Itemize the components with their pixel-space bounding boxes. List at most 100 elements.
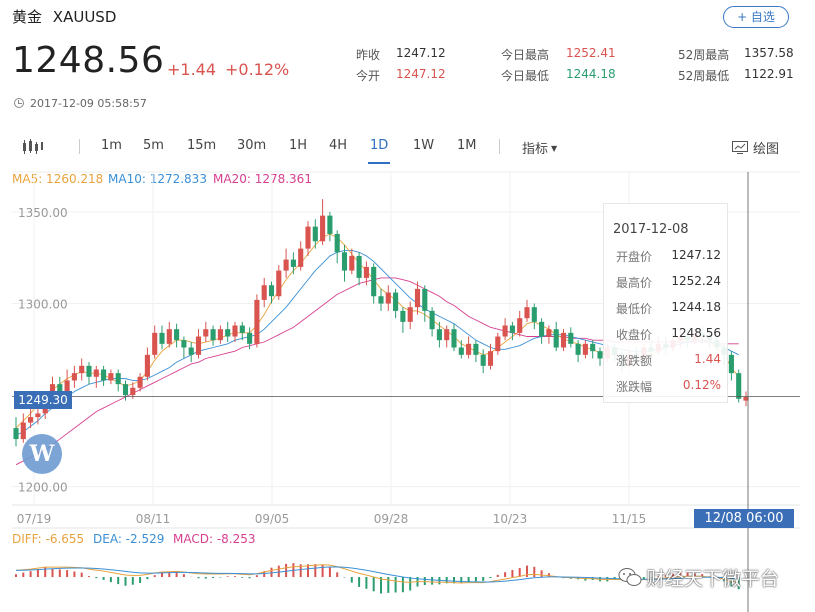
- y-tick-label: 1350.00: [18, 206, 68, 220]
- candle-body: [247, 332, 253, 344]
- candle-body: [195, 336, 202, 355]
- ma5-legend: MA5: 1260.218: [12, 172, 104, 186]
- candle: [86, 362, 92, 385]
- candlestick-icon[interactable]: [22, 139, 44, 159]
- stat-day-high: 今日最高 1252.41: [501, 46, 616, 62]
- candle: [305, 221, 311, 256]
- candle: [363, 261, 369, 286]
- candle-body: [115, 373, 121, 385]
- add-watchlist-button[interactable]: + 自选: [723, 6, 789, 28]
- caret-down-icon: ▼: [551, 144, 558, 153]
- candle: [341, 244, 348, 282]
- candle-body: [108, 373, 114, 381]
- candle: [276, 265, 282, 300]
- candle: [298, 241, 304, 271]
- candle: [290, 252, 296, 275]
- candle-body: [436, 329, 442, 341]
- candle-body: [210, 329, 216, 341]
- draw-label: 绘图: [753, 142, 780, 157]
- candle: [473, 340, 479, 363]
- ma10-legend: MA10: 1272.833: [108, 172, 207, 186]
- candle: [181, 336, 187, 359]
- candle: [312, 219, 318, 249]
- candle-body: [268, 285, 275, 297]
- candle-body: [728, 354, 734, 374]
- candle-body: [57, 384, 63, 396]
- candle: [422, 285, 428, 322]
- macd-panel: [15, 563, 740, 594]
- period-30m[interactable]: 30m: [237, 138, 267, 153]
- timestamp-text: 2017-12-09 05:58:57: [30, 97, 147, 110]
- x-tick-label: 09/05: [255, 512, 290, 526]
- candle: [458, 340, 464, 359]
- candle: [159, 325, 165, 350]
- candle: [20, 413, 26, 443]
- candle-body: [539, 321, 545, 337]
- candle-body: [743, 396, 749, 401]
- period-5m[interactable]: 5m: [143, 138, 164, 153]
- indicator-dropdown[interactable]: 指标 ▼: [522, 138, 557, 157]
- candle: [509, 321, 515, 341]
- period-1d[interactable]: 1D: [370, 138, 389, 153]
- wechat-icon: [618, 568, 642, 586]
- macd-diff-legend: DIFF: -6.655: [12, 532, 85, 546]
- macd-dea-line: [15, 566, 739, 583]
- candle: [400, 307, 406, 333]
- candle: [407, 301, 413, 330]
- tooltip-change-pct: 涨跌幅 0.12%: [616, 378, 721, 394]
- candle-body: [137, 376, 143, 388]
- candle-body: [414, 288, 421, 308]
- instrument-symbol: XAUUSD: [52, 8, 117, 26]
- candle-body: [181, 340, 187, 348]
- candle-body: [320, 215, 326, 242]
- tooltip-close: 收盘价 1248.56: [616, 326, 721, 342]
- x-tick-label: 10/23: [493, 512, 528, 526]
- candle: [28, 406, 34, 429]
- crosshair-time-label: 12/08 06:00: [694, 509, 794, 528]
- candle-body: [35, 413, 41, 418]
- toolbar-divider: [79, 139, 80, 154]
- instrument-title: 黄金 XAUUSD: [12, 6, 116, 27]
- y-tick-label: 1200.00: [18, 481, 68, 495]
- candle-body: [232, 325, 238, 337]
- candle: [195, 329, 202, 359]
- candle-body: [502, 325, 508, 337]
- period-1h[interactable]: 1H: [289, 138, 308, 153]
- y-tick-label: 1300.00: [18, 298, 68, 312]
- candle: [451, 323, 457, 352]
- candle-tooltip: 2017-12-08 开盘价 1247.12 最高价 1252.24 最低价 1244…: [603, 203, 728, 403]
- candle: [188, 342, 194, 363]
- stat-day-low: 今日最低 1244.18: [501, 67, 616, 83]
- candle: [144, 347, 150, 381]
- candle-body: [458, 347, 464, 355]
- period-1w[interactable]: 1W: [413, 138, 435, 153]
- candle-body: [487, 351, 494, 366]
- watermark-text: 财经天下微平台: [646, 568, 780, 590]
- candle-body: [422, 288, 428, 311]
- candle-body: [597, 351, 603, 359]
- draw-tool-button[interactable]: 绘图: [732, 138, 779, 157]
- candle: [568, 327, 574, 348]
- x-tick-label: 11/15: [612, 512, 647, 526]
- candle: [225, 321, 231, 343]
- price-change: +1.44: [167, 60, 217, 79]
- candle: [239, 321, 245, 341]
- candle-body: [568, 332, 574, 344]
- period-4h[interactable]: 4H: [329, 138, 348, 153]
- period-1mo[interactable]: 1M: [457, 138, 477, 153]
- candle: [553, 321, 559, 352]
- candle: [349, 248, 355, 275]
- period-1m[interactable]: 1m: [101, 138, 122, 153]
- candle-body: [254, 299, 260, 344]
- candle: [93, 365, 99, 388]
- candle: [320, 199, 326, 245]
- candle: [327, 211, 333, 242]
- candle-body: [166, 329, 172, 344]
- candle-body: [130, 387, 136, 396]
- candle: [108, 369, 114, 385]
- period-15m[interactable]: 15m: [187, 138, 217, 153]
- ma20-legend: MA20: 1278.361: [213, 172, 312, 186]
- candle-body: [560, 332, 567, 348]
- candle-body: [298, 248, 304, 267]
